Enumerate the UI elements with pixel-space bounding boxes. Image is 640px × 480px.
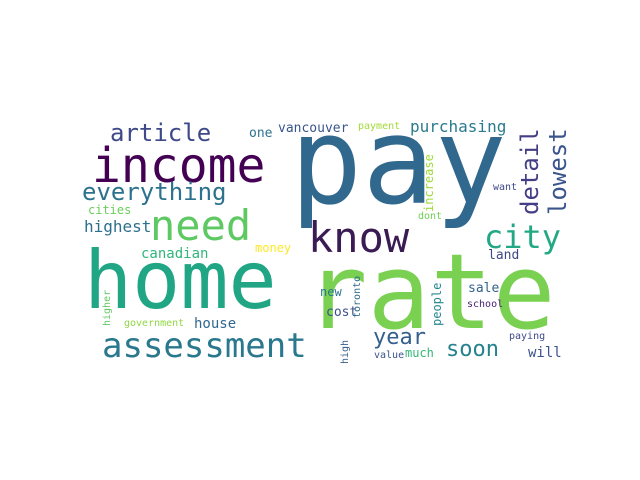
word-value: value (374, 350, 404, 361)
word-people: people (430, 283, 444, 326)
word-income: income (92, 138, 265, 194)
word-cities: cities (88, 203, 131, 217)
word-toronto: toronto (352, 276, 363, 318)
word-new: new (320, 285, 342, 299)
word-home: home (84, 234, 277, 327)
word-house: house (194, 316, 236, 332)
word-need: need (150, 201, 251, 250)
word-rate: rate (305, 231, 555, 353)
word-dont: dont (418, 211, 442, 222)
word-will: will (528, 345, 562, 361)
word-government: government (124, 318, 184, 329)
word-canadian: canadian (141, 246, 208, 262)
word-lowest: lowest (544, 128, 572, 215)
word-high: high (340, 340, 351, 364)
word-land: land (488, 248, 519, 263)
word-purchasing: purchasing (410, 117, 506, 136)
word-detail: detail (516, 128, 544, 215)
word-money: money (255, 241, 291, 255)
word-city: city (484, 218, 561, 256)
word-school: school (467, 299, 503, 310)
word-assessment: assessment (102, 326, 307, 366)
word-year: year (373, 325, 426, 350)
word-pay: pay (290, 93, 507, 232)
word-higher: higher (102, 290, 113, 326)
word-sale: sale (468, 281, 499, 296)
word-one: one (249, 126, 273, 141)
word-soon: soon (446, 337, 499, 362)
word-increase: increase (422, 154, 436, 212)
word-cost: cost (326, 305, 357, 320)
word-highest: highest (84, 217, 151, 236)
word-know: know (308, 213, 410, 262)
word-much: much (405, 346, 434, 360)
word-paying: paying (509, 331, 545, 342)
word-article: article (110, 119, 211, 147)
word-payment: payment (358, 121, 400, 132)
word-want: want (493, 182, 517, 193)
word-everything: everything (82, 178, 227, 206)
word-vancouver: vancouver (278, 121, 349, 136)
